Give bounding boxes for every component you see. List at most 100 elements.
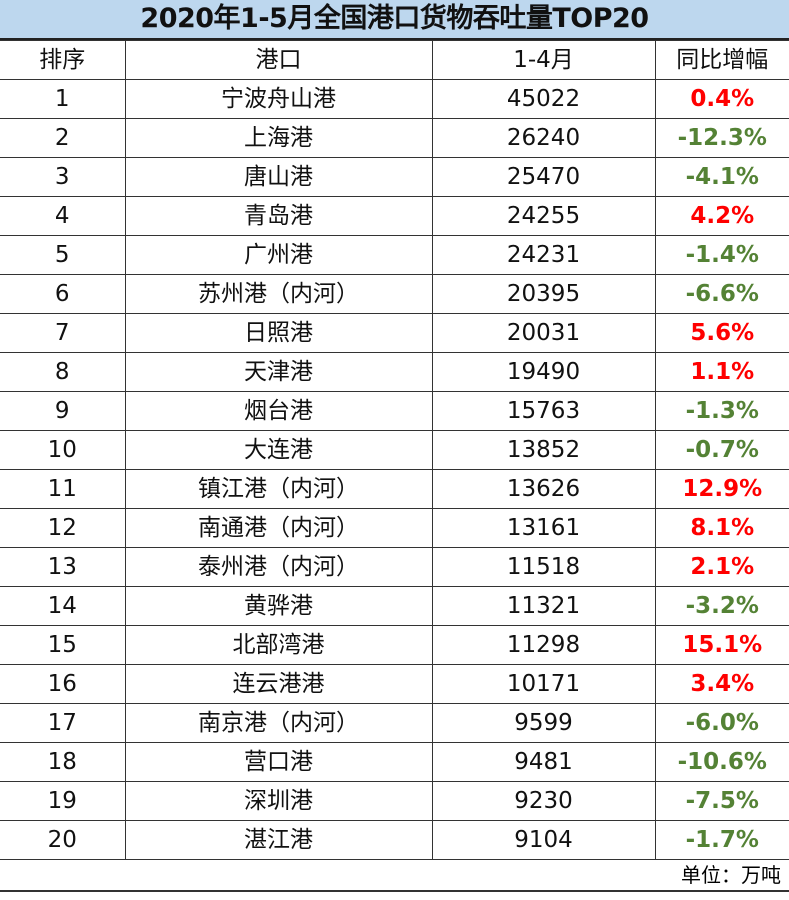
table-row: 19 深圳港 9230 -7.5% <box>0 781 789 821</box>
value-cell: 9481 <box>431 742 656 782</box>
value-cell: 24255 <box>431 196 656 236</box>
rank-cell: 3 <box>0 157 126 197</box>
header-value: 1-4月 <box>431 40 656 80</box>
value-cell: 26240 <box>431 118 656 158</box>
rank-cell: 7 <box>0 313 126 353</box>
table-row: 9 烟台港 15763 -1.3% <box>0 391 789 431</box>
table-row: 2 上海港 26240 -12.3% <box>0 118 789 158</box>
change-cell: -6.6% <box>654 274 789 314</box>
value-cell: 11298 <box>431 625 656 665</box>
change-cell: -12.3% <box>654 118 789 158</box>
table-row: 1 宁波舟山港 45022 0.4% <box>0 79 789 119</box>
value-cell: 45022 <box>431 79 656 119</box>
value-cell: 15763 <box>431 391 656 431</box>
value-cell: 13161 <box>431 508 656 548</box>
change-cell: -3.2% <box>654 586 789 626</box>
table-row: 3 唐山港 25470 -4.1% <box>0 157 789 197</box>
header-rank: 排序 <box>0 40 126 80</box>
change-cell: -6.0% <box>654 703 789 743</box>
port-cell: 日照港 <box>124 313 433 353</box>
port-cell: 大连港 <box>124 430 433 470</box>
table-row: 5 广州港 24231 -1.4% <box>0 235 789 275</box>
table-row: 17 南京港（内河） 9599 -6.0% <box>0 703 789 743</box>
rank-cell: 17 <box>0 703 126 743</box>
table-row: 13 泰州港（内河） 11518 2.1% <box>0 547 789 587</box>
change-cell: 8.1% <box>654 508 789 548</box>
unit-note: 单位：万吨 <box>0 860 789 892</box>
change-cell: 3.4% <box>654 664 789 704</box>
value-cell: 11321 <box>431 586 656 626</box>
table-row: 11 镇江港（内河） 13626 12.9% <box>0 469 789 509</box>
port-cell: 泰州港（内河） <box>124 547 433 587</box>
port-cell: 上海港 <box>124 118 433 158</box>
port-cell: 深圳港 <box>124 781 433 821</box>
table-row: 20 湛江港 9104 -1.7% <box>0 820 789 860</box>
change-cell: 1.1% <box>654 352 789 392</box>
change-cell: -1.3% <box>654 391 789 431</box>
table-row: 15 北部湾港 11298 15.1% <box>0 625 789 665</box>
rank-cell: 18 <box>0 742 126 782</box>
header-port: 港口 <box>124 40 433 80</box>
port-cell: 宁波舟山港 <box>124 79 433 119</box>
port-cell: 苏州港（内河） <box>124 274 433 314</box>
header-change: 同比增幅 <box>654 40 789 80</box>
value-cell: 10171 <box>431 664 656 704</box>
table-row: 16 连云港港 10171 3.4% <box>0 664 789 704</box>
change-cell: -1.7% <box>654 820 789 860</box>
value-cell: 25470 <box>431 157 656 197</box>
port-throughput-table: 排序 港口 1-4月 同比增幅 1 宁波舟山港 45022 0.4% 2 上海港 26240… <box>0 40 789 860</box>
port-cell: 营口港 <box>124 742 433 782</box>
table-row: 7 日照港 20031 5.6% <box>0 313 789 353</box>
port-cell: 北部湾港 <box>124 625 433 665</box>
value-cell: 20395 <box>431 274 656 314</box>
table-row: 10 大连港 13852 -0.7% <box>0 430 789 470</box>
value-cell: 11518 <box>431 547 656 587</box>
table-title: 2020年1-5月全国港口货物吞吐量TOP20 <box>0 0 789 40</box>
table-row: 6 苏州港（内河） 20395 -6.6% <box>0 274 789 314</box>
change-cell: 5.6% <box>654 313 789 353</box>
table-row: 8 天津港 19490 1.1% <box>0 352 789 392</box>
rank-cell: 14 <box>0 586 126 626</box>
value-cell: 19490 <box>431 352 656 392</box>
port-cell: 烟台港 <box>124 391 433 431</box>
rank-cell: 12 <box>0 508 126 548</box>
change-cell: -0.7% <box>654 430 789 470</box>
change-cell: 12.9% <box>654 469 789 509</box>
change-cell: -4.1% <box>654 157 789 197</box>
change-cell: 0.4% <box>654 79 789 119</box>
rank-cell: 19 <box>0 781 126 821</box>
port-cell: 镇江港（内河） <box>124 469 433 509</box>
change-cell: 4.2% <box>654 196 789 236</box>
port-cell: 南京港（内河） <box>124 703 433 743</box>
change-cell: -10.6% <box>654 742 789 782</box>
change-cell: 2.1% <box>654 547 789 587</box>
rank-cell: 4 <box>0 196 126 236</box>
value-cell: 20031 <box>431 313 656 353</box>
port-cell: 南通港（内河） <box>124 508 433 548</box>
value-cell: 9599 <box>431 703 656 743</box>
rank-cell: 15 <box>0 625 126 665</box>
rank-cell: 16 <box>0 664 126 704</box>
rank-cell: 8 <box>0 352 126 392</box>
table-row: 18 营口港 9481 -10.6% <box>0 742 789 782</box>
port-cell: 天津港 <box>124 352 433 392</box>
rank-cell: 5 <box>0 235 126 275</box>
change-cell: -7.5% <box>654 781 789 821</box>
value-cell: 24231 <box>431 235 656 275</box>
rank-cell: 13 <box>0 547 126 587</box>
rank-cell: 9 <box>0 391 126 431</box>
table-row: 12 南通港（内河） 13161 8.1% <box>0 508 789 548</box>
value-cell: 13626 <box>431 469 656 509</box>
rank-cell: 6 <box>0 274 126 314</box>
change-cell: 15.1% <box>654 625 789 665</box>
change-cell: -1.4% <box>654 235 789 275</box>
port-cell: 青岛港 <box>124 196 433 236</box>
rank-cell: 11 <box>0 469 126 509</box>
value-cell: 9230 <box>431 781 656 821</box>
port-cell: 连云港港 <box>124 664 433 704</box>
header-row: 排序 港口 1-4月 同比增幅 <box>0 40 789 80</box>
port-cell: 湛江港 <box>124 820 433 860</box>
port-cell: 广州港 <box>124 235 433 275</box>
table-row: 4 青岛港 24255 4.2% <box>0 196 789 236</box>
port-cell: 黄骅港 <box>124 586 433 626</box>
